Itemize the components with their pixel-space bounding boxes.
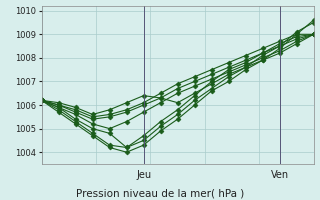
Text: Jeu: Jeu [136,170,151,180]
Text: Ven: Ven [270,170,289,180]
Text: Pression niveau de la mer( hPa ): Pression niveau de la mer( hPa ) [76,188,244,198]
